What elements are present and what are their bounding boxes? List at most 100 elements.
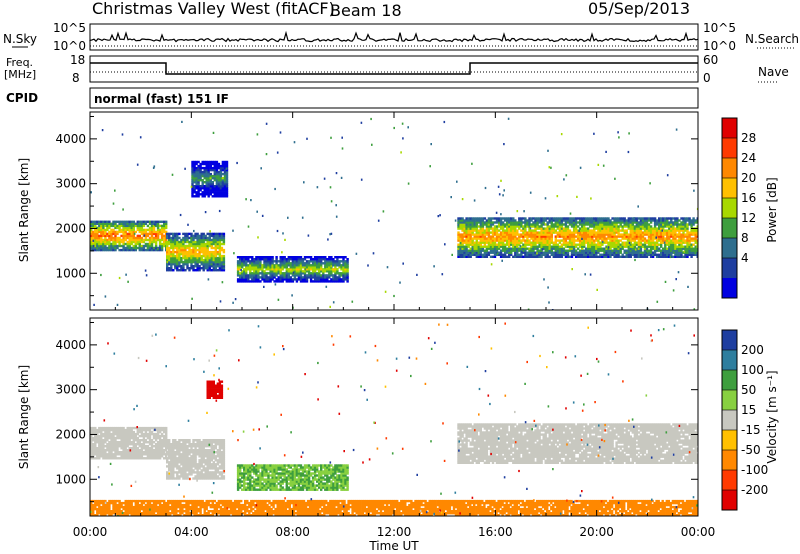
power-noise-point: [281, 251, 283, 254]
power-cell: [320, 280, 323, 283]
power-cell: [461, 235, 464, 238]
power-cell: [96, 240, 99, 244]
velocity-cell: [130, 428, 133, 432]
power-cell: [516, 241, 519, 244]
velocity-cell: [122, 449, 125, 452]
power-cell: [534, 251, 537, 254]
velocity-cell: [120, 447, 123, 450]
power-cell: [265, 272, 268, 275]
power-cell: [576, 247, 580, 250]
power-cell: [269, 256, 272, 259]
power-cell: [510, 233, 513, 236]
power-cell: [597, 229, 600, 232]
velocity-cell: [130, 436, 133, 440]
cpid-label: CPID: [6, 91, 38, 105]
power-noise-point: [548, 301, 550, 304]
power-cell: [297, 256, 301, 259]
power-cell: [607, 237, 610, 240]
velocity-cell: [136, 457, 139, 460]
velocity-cell: [90, 441, 93, 444]
velocity-cell: [138, 439, 141, 442]
power-cell: [265, 264, 268, 267]
power-cell: [538, 243, 541, 246]
power-cell: [554, 237, 557, 240]
power-cell: [138, 222, 141, 225]
power-cell: [90, 220, 93, 223]
power-cell: [487, 247, 491, 250]
power-cell: [475, 255, 478, 258]
power-cell: [506, 221, 509, 224]
power-cell: [197, 166, 200, 170]
power-cell: [672, 243, 675, 246]
power-cell: [190, 260, 193, 264]
power-cell: [197, 183, 200, 186]
power-cell: [184, 254, 187, 258]
power-cell: [601, 235, 604, 238]
power-cell: [195, 183, 198, 186]
power-cell: [682, 237, 685, 240]
power-cell: [635, 227, 639, 230]
power-cell: [305, 268, 309, 271]
velocity-cell: [98, 443, 101, 446]
power-cell: [219, 193, 223, 196]
power-cell: [110, 244, 113, 248]
velocity-cell: [110, 449, 113, 452]
power-cell: [309, 260, 313, 263]
power-cell: [334, 270, 337, 273]
power-cell: [597, 251, 600, 254]
power-cell: [554, 225, 557, 228]
power-cell: [684, 255, 687, 258]
velocity-cell: [94, 430, 97, 434]
power-cell: [508, 227, 511, 230]
power-cell: [463, 249, 466, 252]
power-cell: [658, 247, 661, 250]
power-cell: [301, 266, 305, 269]
power-cell: [471, 241, 474, 244]
power-cell: [593, 235, 596, 238]
power-cell: [110, 234, 113, 238]
power-cell: [245, 264, 248, 267]
power-cell: [289, 256, 292, 259]
power-cell: [653, 237, 657, 240]
power-cell: [205, 177, 208, 180]
power-cell: [193, 195, 196, 198]
power-cell: [273, 274, 276, 277]
power-cell: [170, 254, 173, 258]
power-cell: [259, 280, 262, 283]
power-cell: [245, 262, 248, 265]
power-cell: [599, 237, 602, 240]
power-cell: [516, 239, 519, 242]
power-cell: [316, 276, 319, 279]
velocity-cell: [132, 432, 135, 436]
power-cell: [196, 232, 199, 236]
power-cell: [526, 233, 529, 236]
power-cell: [191, 187, 194, 190]
power-cell: [326, 280, 329, 283]
power-cell: [124, 230, 127, 234]
power-cell: [680, 241, 683, 244]
power-cell: [457, 231, 460, 234]
velocity-cell: [122, 441, 125, 444]
power-cell: [212, 232, 215, 236]
power-cell: [562, 233, 566, 236]
velocity-cell: [138, 453, 141, 456]
power-cell: [514, 219, 517, 222]
power-noise-point: [360, 121, 363, 124]
power-cell: [182, 267, 185, 270]
power-cell: [674, 229, 677, 232]
power-cell: [568, 247, 572, 250]
power-cell: [289, 270, 292, 273]
power-cell: [581, 241, 584, 244]
power-cell: [281, 278, 284, 281]
power-cell: [216, 265, 220, 268]
power-cell: [633, 253, 637, 256]
power-cell: [568, 229, 572, 232]
power-cell: [174, 263, 177, 266]
power-cell: [506, 223, 509, 226]
power-cell: [546, 251, 549, 254]
power-cell: [311, 274, 315, 277]
power-cell: [326, 276, 329, 279]
power-cell: [566, 249, 570, 252]
power-cell: [328, 272, 331, 275]
power-cell: [194, 236, 197, 240]
